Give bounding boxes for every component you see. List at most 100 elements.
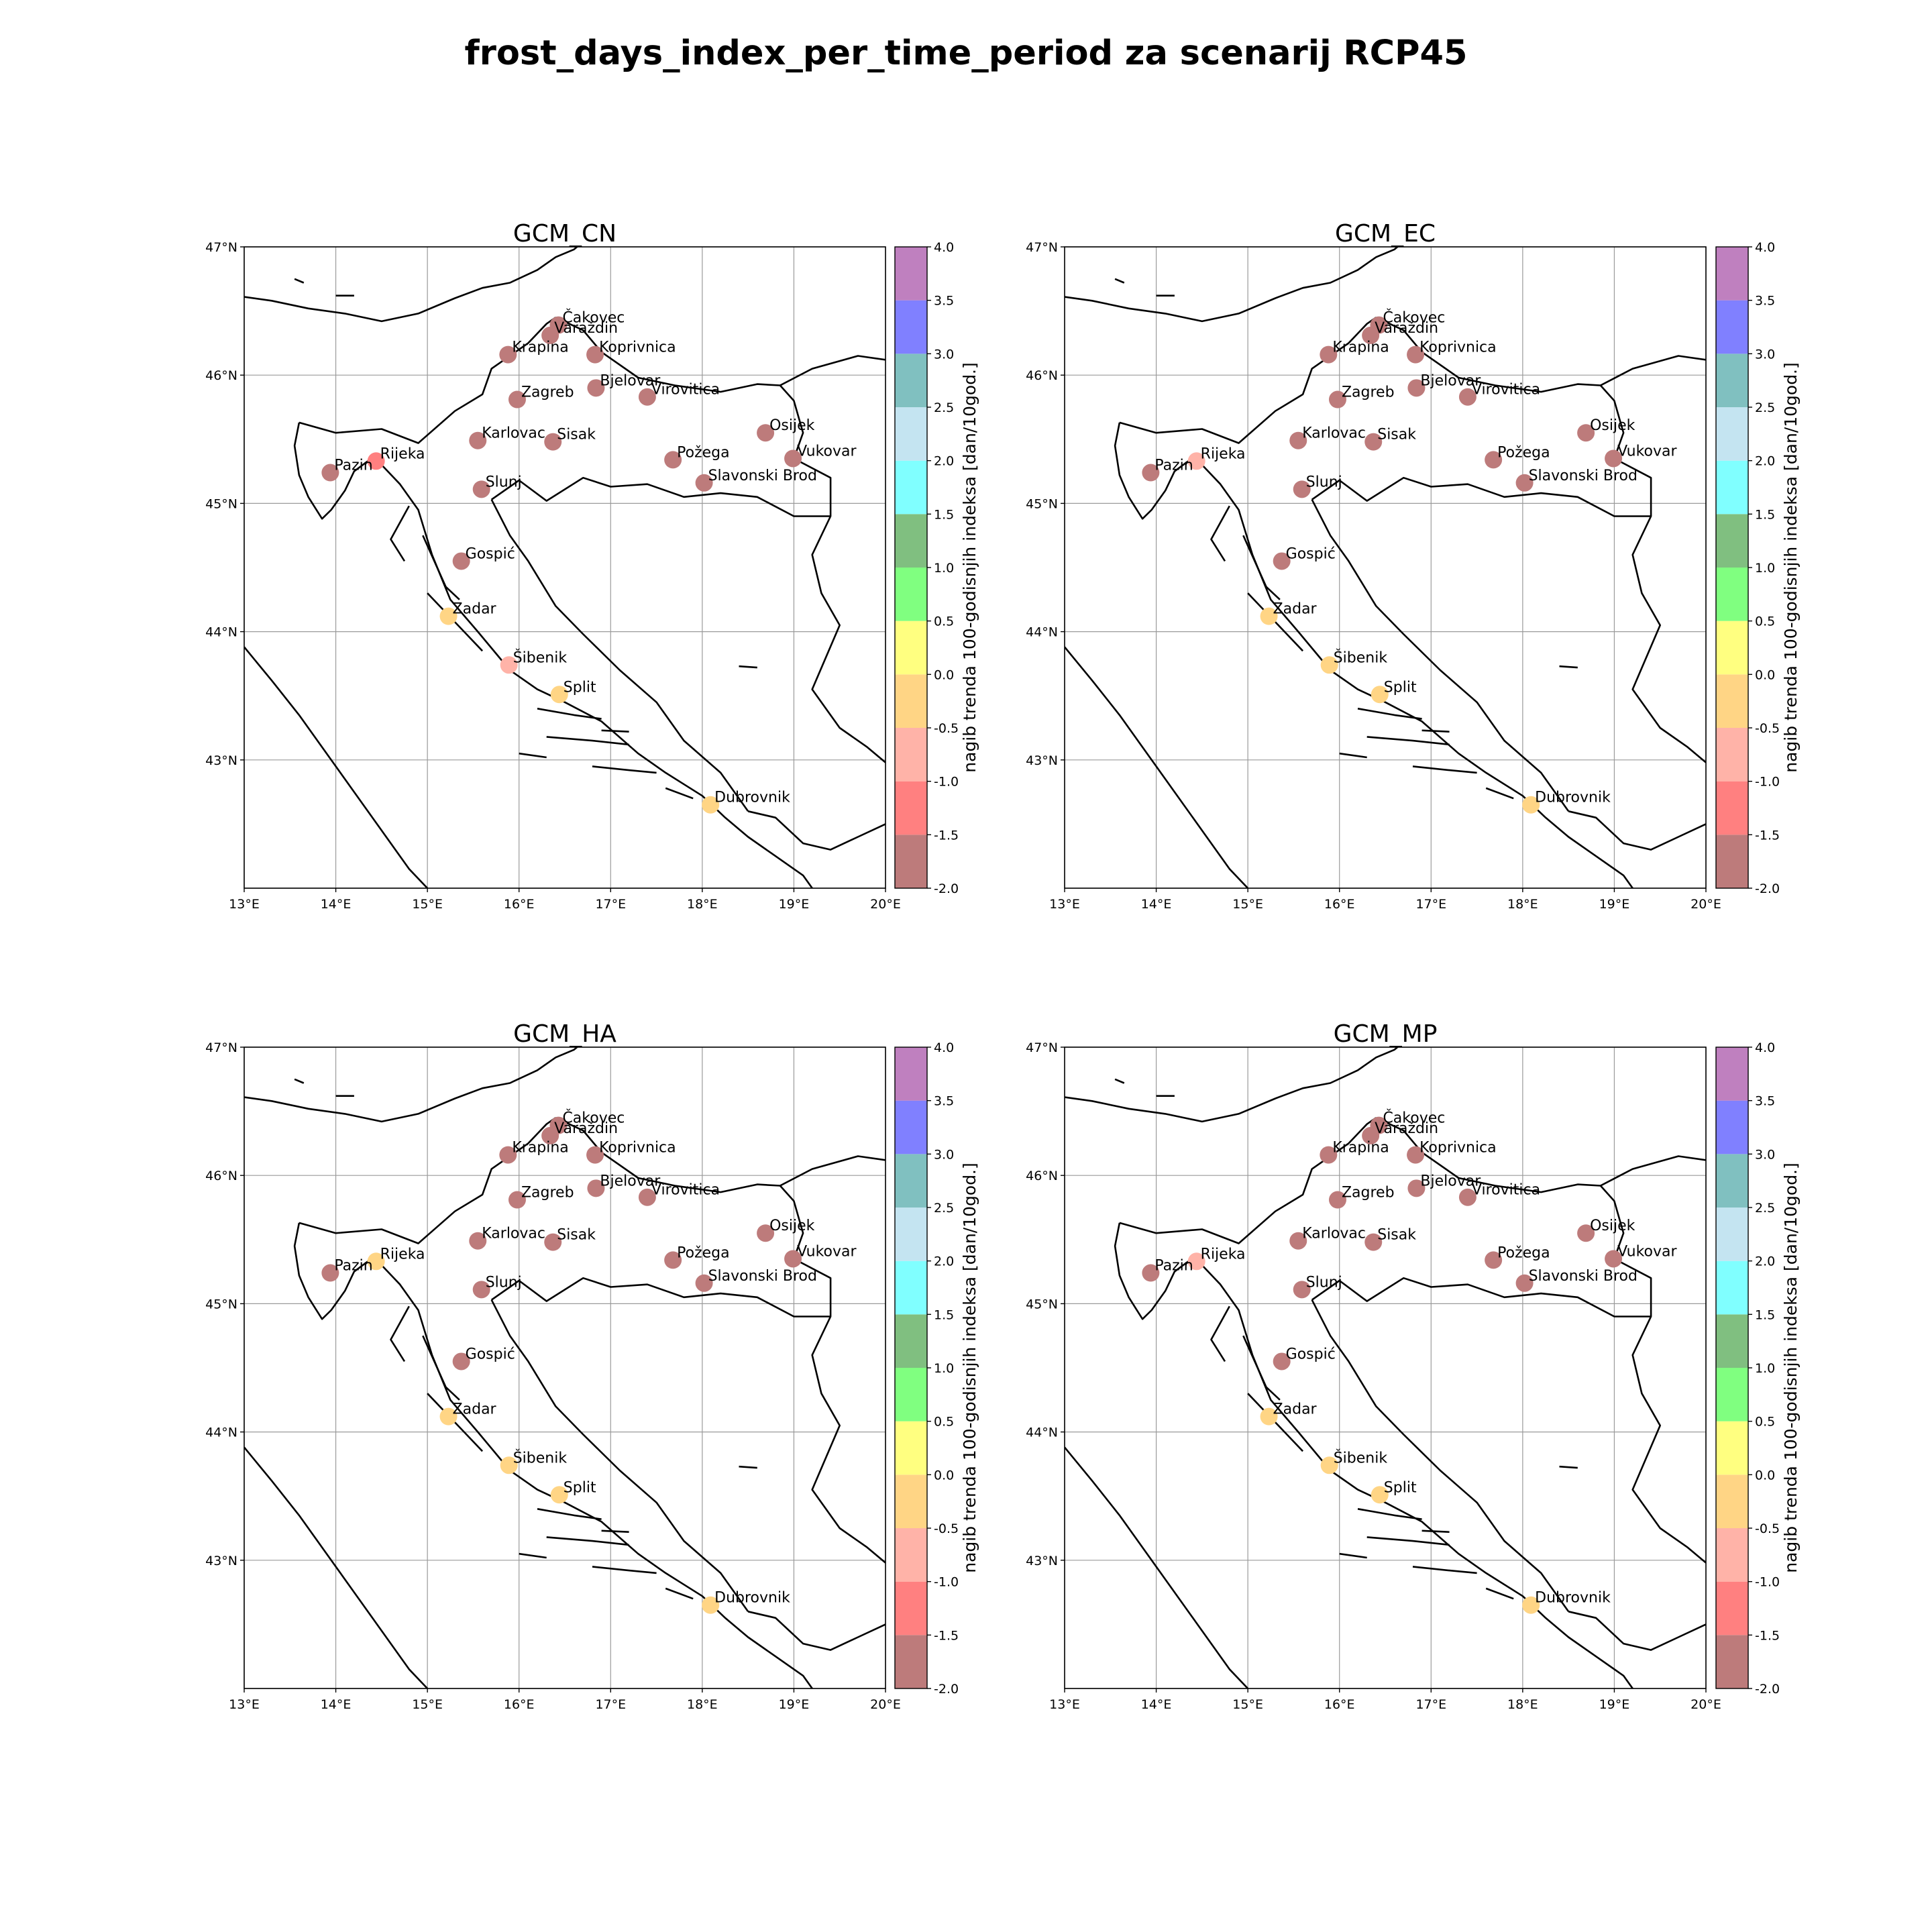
station-marker	[1289, 431, 1307, 449]
x-tick-label: 13°E	[1049, 1697, 1080, 1712]
station-label: Zagreb	[1342, 1185, 1395, 1201]
colorbar: -2.0 -1.5 -1.0 -0.5 0.0 0.5 1.0 1.5 2.0 2.5 3.0 3.5…	[894, 1040, 979, 1697]
colorbar-segment	[1716, 1368, 1748, 1421]
station-marker	[1328, 1191, 1346, 1209]
station-marker	[638, 388, 656, 406]
colorbar-segment	[895, 1635, 927, 1688]
colorbar-segment	[895, 460, 927, 515]
station-label: Zagreb	[1342, 384, 1395, 401]
station-label: Čakovec	[1383, 1110, 1445, 1127]
x-tick-label: 14°E	[321, 897, 352, 912]
station-label: Vukovar	[797, 443, 857, 460]
colorbar-tick-label: 0.0	[1755, 1468, 1775, 1483]
station-marker	[439, 1407, 458, 1426]
station-label: Pazin	[334, 458, 372, 474]
station-marker	[1320, 656, 1338, 674]
station-label: Gospić	[466, 545, 515, 562]
coastline-path	[299, 1117, 557, 1244]
station-label: Split	[564, 679, 596, 696]
coastline-path	[422, 535, 460, 600]
colorbar-segment	[895, 247, 927, 301]
colorbar: -2.0 -1.5 -1.0 -0.5 0.0 0.5 1.0 1.5 2.0 2.5 3.0 3.5…	[1715, 1040, 1801, 1697]
colorbar-tick-label: -2.0	[1755, 881, 1780, 896]
coastline-path	[1188, 1260, 1634, 1688]
x-tick-label: 15°E	[1232, 897, 1263, 912]
colorbar-tick-label: -0.5	[1755, 721, 1780, 736]
station-label: Koprivnica	[599, 1140, 676, 1157]
station-label: Gospić	[1286, 1346, 1336, 1362]
colorbar-segment	[1716, 300, 1748, 354]
colorbar-segment	[895, 300, 927, 354]
station-label: Koprivnica	[1419, 339, 1497, 356]
colorbar-segment	[895, 835, 927, 888]
coastline-path	[490, 499, 749, 812]
colorbar-tick-label: -1.0	[934, 1575, 959, 1590]
x-tick-label: 19°E	[779, 1697, 810, 1712]
station-marker	[1273, 552, 1291, 570]
station-label: Rijeka	[1201, 1246, 1246, 1263]
coastline-path	[490, 476, 831, 517]
coastlines	[244, 1047, 885, 1688]
station-marker	[469, 431, 487, 449]
station-marker	[1407, 1179, 1426, 1197]
x-tick-label: 13°E	[229, 1697, 260, 1712]
x-tick-label: 17°E	[595, 1697, 626, 1712]
station-label: Čakovec	[562, 309, 625, 327]
colorbar-tick-label: 0.5	[1755, 614, 1775, 629]
x-tick-label: 19°E	[1599, 897, 1630, 912]
colorbar-segment	[1716, 354, 1748, 407]
colorbar-segment	[1716, 781, 1748, 835]
colorbar-tick-label: 3.0	[1755, 1147, 1775, 1162]
station-label: Osijek	[769, 417, 815, 434]
coastline-path	[1339, 752, 1367, 759]
station-marker	[469, 1232, 487, 1250]
station-marker	[1364, 433, 1383, 451]
coastline-path	[779, 1185, 885, 1564]
x-tick-label: 20°E	[1690, 897, 1721, 912]
coastline-path	[244, 1047, 579, 1123]
station-label: Dubrovnik	[714, 1590, 790, 1607]
colorbar-segment	[895, 568, 927, 621]
x-tick-label: 18°E	[1507, 897, 1538, 912]
station-label: Zadar	[453, 1401, 497, 1418]
coastline-path	[244, 247, 579, 323]
coastline-path	[390, 505, 410, 562]
colorbar: -2.0 -1.5 -1.0 -0.5 0.0 0.5 1.0 1.5 2.0 2.5 3.0 3.5…	[894, 240, 979, 896]
coastline-path	[1559, 665, 1578, 669]
station-label: Šibenik	[1334, 1449, 1388, 1466]
colorbar-tick-label: 1.5	[934, 1307, 954, 1322]
station-label: Osijek	[769, 1218, 815, 1234]
coastline-path	[592, 1566, 657, 1574]
colorbar-tick-label: -0.5	[934, 1521, 959, 1536]
station-label: Gospić	[1286, 545, 1336, 562]
y-tick-label: 44°N	[205, 625, 237, 640]
y-tick-label: 46°N	[205, 1169, 237, 1183]
station-marker	[544, 433, 562, 451]
station-marker	[1320, 1456, 1338, 1474]
plot-frame	[1064, 246, 1707, 889]
coastline-path	[1600, 355, 1706, 386]
station-marker	[550, 1486, 568, 1504]
figure-title: frost_days_index_per_time_period za scen…	[465, 34, 1468, 73]
station-marker	[1142, 1264, 1160, 1282]
station-marker	[1515, 474, 1534, 492]
station-marker	[1485, 1251, 1503, 1269]
station-label: Slunj	[1306, 1274, 1342, 1291]
map-panel-gcm-cn: GCM_CN 13°E 14°E 15°E 16°E 17°E 18°E 19°E 20°E 43…	[205, 220, 979, 912]
colorbar-segment	[1716, 1047, 1748, 1101]
station-marker	[439, 607, 458, 625]
colorbar-tick-label: -2.0	[1755, 1682, 1780, 1697]
station-label: Pazin	[334, 1258, 372, 1275]
coastline-path	[294, 1078, 305, 1084]
x-tick-label: 14°E	[321, 1697, 352, 1712]
axis-ticks: 13°E 14°E 15°E 16°E 17°E 18°E 19°E 20°E 43°N 44°N…	[205, 240, 901, 912]
coastline-path	[427, 592, 484, 652]
colorbar-segment	[1716, 1208, 1748, 1261]
station-marker	[1289, 1232, 1307, 1250]
colorbar-tick-label: 1.0	[934, 561, 954, 576]
coastline-path	[537, 1508, 602, 1520]
station-label: Virovitica	[1472, 382, 1540, 398]
coastline-path	[1485, 787, 1514, 800]
